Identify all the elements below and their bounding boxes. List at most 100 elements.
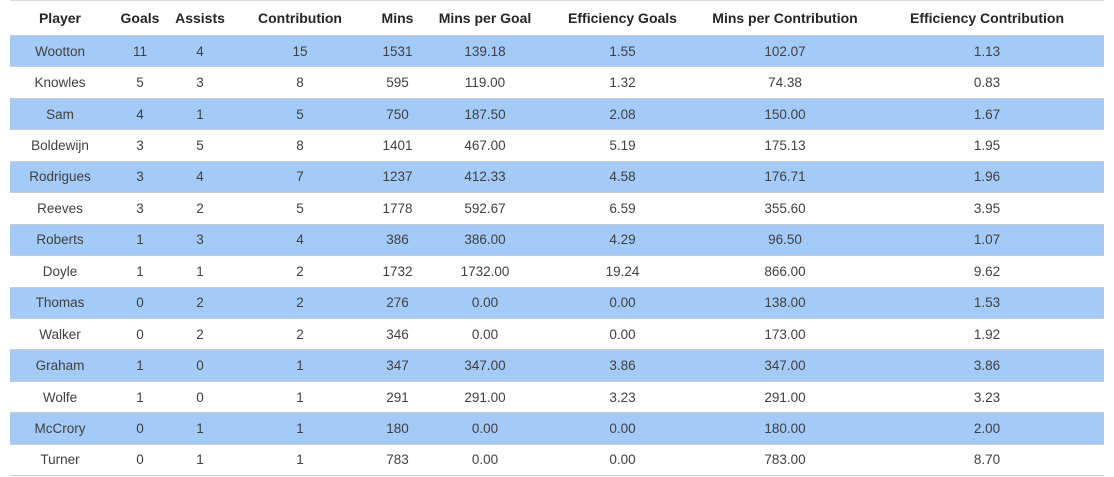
assists-cell: 3	[196, 232, 204, 248]
contribution-cell: 1	[296, 452, 304, 468]
table-row: Wootton 11 4 15 1531 139.18 1.55 102.07 1.13	[10, 35, 1104, 67]
assists-cell: 3	[196, 75, 204, 91]
column-header-mins[interactable]: Mins	[381, 10, 414, 26]
player-stats-table: Player Goals Assists Contribution Mins Mins p…	[10, 0, 1104, 476]
assists-cell: 1	[196, 106, 204, 122]
efficiency-contribution-cell: 3.95	[973, 200, 1001, 216]
mins-per-goal-cell: 467.00	[464, 138, 506, 154]
efficiency-contribution-cell: 1.96	[973, 169, 1001, 185]
mins-per-contribution-cell: 347.00	[764, 358, 806, 374]
table-row: Boldewijn 3 5 8 1401 467.00 5.19 175.13 1.95	[10, 129, 1104, 162]
column-header-assists[interactable]: Assists	[175, 10, 225, 26]
mins-per-contribution-cell: 175.13	[764, 138, 806, 154]
efficiency-contribution-cell: 8.70	[973, 452, 1001, 468]
contribution-cell: 5	[296, 106, 304, 122]
mins-cell: 291	[386, 389, 409, 405]
contribution-cell: 2	[296, 295, 304, 311]
mins-per-goal-cell: 0.00	[471, 452, 499, 468]
table-row: Wolfe 1 0 1 291 291.00 3.23 291.00 3.23	[10, 381, 1104, 413]
efficiency-goals-cell: 5.19	[609, 138, 636, 154]
assists-cell: 1	[196, 263, 204, 279]
mins-per-goal-cell: 386.00	[464, 232, 506, 248]
contribution-cell: 7	[296, 169, 304, 185]
player-cell: Wolfe	[42, 389, 78, 405]
contribution-cell: 2	[296, 263, 304, 279]
efficiency-goals-cell: 1.55	[609, 43, 636, 59]
mins-cell: 1531	[382, 43, 413, 59]
contribution-cell: 8	[296, 75, 304, 91]
column-header-mins-per-contribution[interactable]: Mins per Contribution	[712, 10, 858, 26]
mins-per-contribution-cell: 355.60	[764, 200, 806, 216]
mins-per-goal-cell: 291.00	[464, 389, 506, 405]
efficiency-contribution-cell: 1.67	[973, 106, 1001, 122]
player-cell: Roberts	[36, 232, 84, 248]
contribution-cell: 8	[296, 138, 304, 154]
contribution-cell: 15	[292, 43, 308, 59]
table-body: Wootton 11 4 15 1531 139.18 1.55 102.07 1.13 Know…	[10, 35, 1104, 476]
goals-cell: 11	[132, 43, 147, 59]
contribution-cell: 1	[296, 389, 304, 405]
column-header-efficiency-contribution[interactable]: Efficiency Contribution	[910, 10, 1064, 26]
contribution-cell: 2	[296, 326, 304, 342]
mins-per-contribution-cell: 176.71	[764, 169, 806, 185]
table-row: Sam 4 1 5 750 187.50 2.08 150.00 1.67	[10, 98, 1104, 130]
table-row: Thomas 0 2 2 276 0.00 0.00 138.00 1.53	[10, 287, 1104, 319]
column-header-goals[interactable]: Goals	[120, 10, 160, 26]
table-row: Turner 0 1 1 783 0.00 0.00 783.00 8.70	[10, 444, 1104, 476]
mins-per-goal-cell: 119.00	[464, 75, 506, 91]
efficiency-contribution-cell: 1.53	[973, 295, 1001, 311]
assists-cell: 1	[196, 420, 204, 436]
efficiency-goals-cell: 0.00	[609, 420, 636, 436]
efficiency-goals-cell: 0.00	[609, 295, 636, 311]
mins-per-goal-cell: 0.00	[471, 420, 499, 436]
player-cell: Wootton	[34, 43, 86, 59]
goals-cell: 1	[136, 389, 144, 405]
mins-per-goal-cell: 347.00	[464, 358, 506, 374]
player-cell: Knowles	[34, 75, 86, 91]
goals-cell: 5	[136, 75, 144, 91]
assists-cell: 0	[196, 389, 204, 405]
efficiency-contribution-cell: 1.92	[973, 326, 1001, 342]
mins-per-contribution-cell: 74.38	[768, 75, 802, 91]
mins-per-goal-cell: 0.00	[471, 326, 499, 342]
contribution-cell: 4	[296, 232, 304, 248]
column-header-efficiency-goals[interactable]: Efficiency Goals	[568, 10, 677, 26]
mins-per-goal-cell: 139.18	[464, 43, 506, 59]
mins-cell: 1732	[382, 263, 413, 279]
efficiency-goals-cell: 19.24	[605, 263, 640, 279]
efficiency-goals-cell: 2.08	[609, 106, 636, 122]
column-header-contribution[interactable]: Contribution	[258, 10, 342, 26]
efficiency-contribution-cell: 2.00	[973, 420, 1001, 436]
player-cell: Sam	[46, 106, 74, 122]
assists-cell: 4	[196, 43, 204, 59]
column-header-mins-per-goal[interactable]: Mins per Goal	[438, 10, 532, 26]
mins-cell: 783	[386, 452, 409, 468]
player-cell: Doyle	[42, 263, 78, 279]
player-cell: Walker	[39, 326, 81, 342]
assists-cell: 2	[196, 326, 204, 342]
efficiency-goals-cell: 0.00	[609, 326, 636, 342]
mins-cell: 347	[386, 358, 409, 374]
mins-per-contribution-cell: 783.00	[764, 452, 806, 468]
contribution-cell: 1	[296, 358, 304, 374]
efficiency-goals-cell: 3.86	[609, 358, 636, 374]
mins-cell: 595	[386, 75, 409, 91]
table-row: McCrory 0 1 1 180 0.00 0.00 180.00 2.00	[10, 412, 1104, 445]
mins-per-goal-cell: 0.00	[471, 295, 499, 311]
efficiency-contribution-cell: 1.07	[973, 232, 1001, 248]
column-header-player[interactable]: Player	[38, 10, 82, 26]
mins-cell: 1778	[382, 200, 413, 216]
table-row: Walker 0 2 2 346 0.00 0.00 173.00 1.92	[10, 318, 1104, 350]
assists-cell: 1	[196, 452, 204, 468]
efficiency-goals-cell: 3.23	[609, 389, 636, 405]
efficiency-contribution-cell: 3.23	[973, 389, 1001, 405]
mins-per-goal-cell: 592.67	[464, 200, 506, 216]
mins-cell: 346	[386, 326, 409, 342]
efficiency-contribution-cell: 0.83	[973, 75, 1001, 91]
efficiency-contribution-cell: 1.13	[973, 43, 1001, 59]
goals-cell: 1	[136, 263, 144, 279]
goals-cell: 0	[136, 420, 144, 436]
efficiency-goals-cell: 4.29	[609, 232, 636, 248]
mins-cell: 1237	[382, 169, 413, 185]
